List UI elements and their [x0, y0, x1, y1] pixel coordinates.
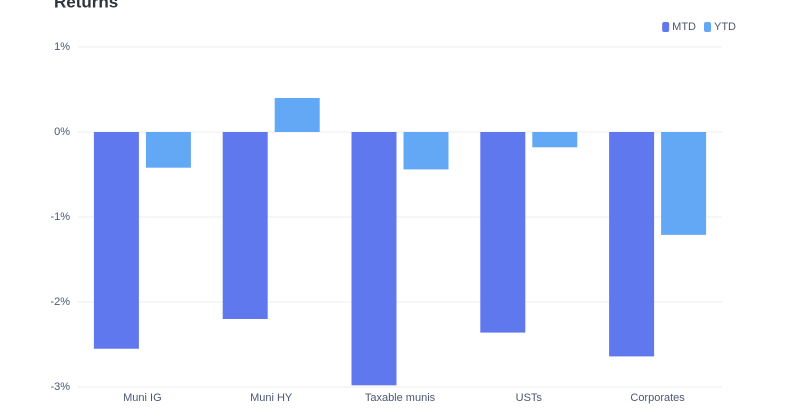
bar — [222, 132, 268, 319]
y-tick-label: 0% — [54, 126, 70, 138]
bar — [274, 98, 320, 132]
bar — [532, 132, 578, 148]
x-tick-label: Muni IG — [123, 392, 162, 404]
legend-label: YTD — [714, 21, 736, 33]
bar — [609, 132, 655, 357]
y-tick-label: -1% — [50, 211, 70, 223]
y-tick-label: 1% — [54, 41, 70, 53]
bar — [661, 132, 707, 235]
x-tick-label: USTs — [516, 392, 543, 404]
x-tick-label: Muni HY — [250, 392, 293, 404]
legend-swatch — [704, 22, 711, 32]
legend-label: MTD — [672, 21, 696, 33]
chart-title: Returns — [54, 0, 118, 11]
bar — [480, 132, 526, 333]
bar — [351, 132, 397, 386]
bar — [403, 132, 449, 170]
y-tick-label: -2% — [50, 296, 70, 308]
y-tick-label: -3% — [50, 381, 70, 393]
bar — [145, 132, 191, 168]
x-tick-label: Taxable munis — [365, 392, 436, 404]
x-tick-label: Corporates — [630, 392, 685, 404]
legend-swatch — [662, 22, 670, 32]
bar — [93, 132, 139, 349]
